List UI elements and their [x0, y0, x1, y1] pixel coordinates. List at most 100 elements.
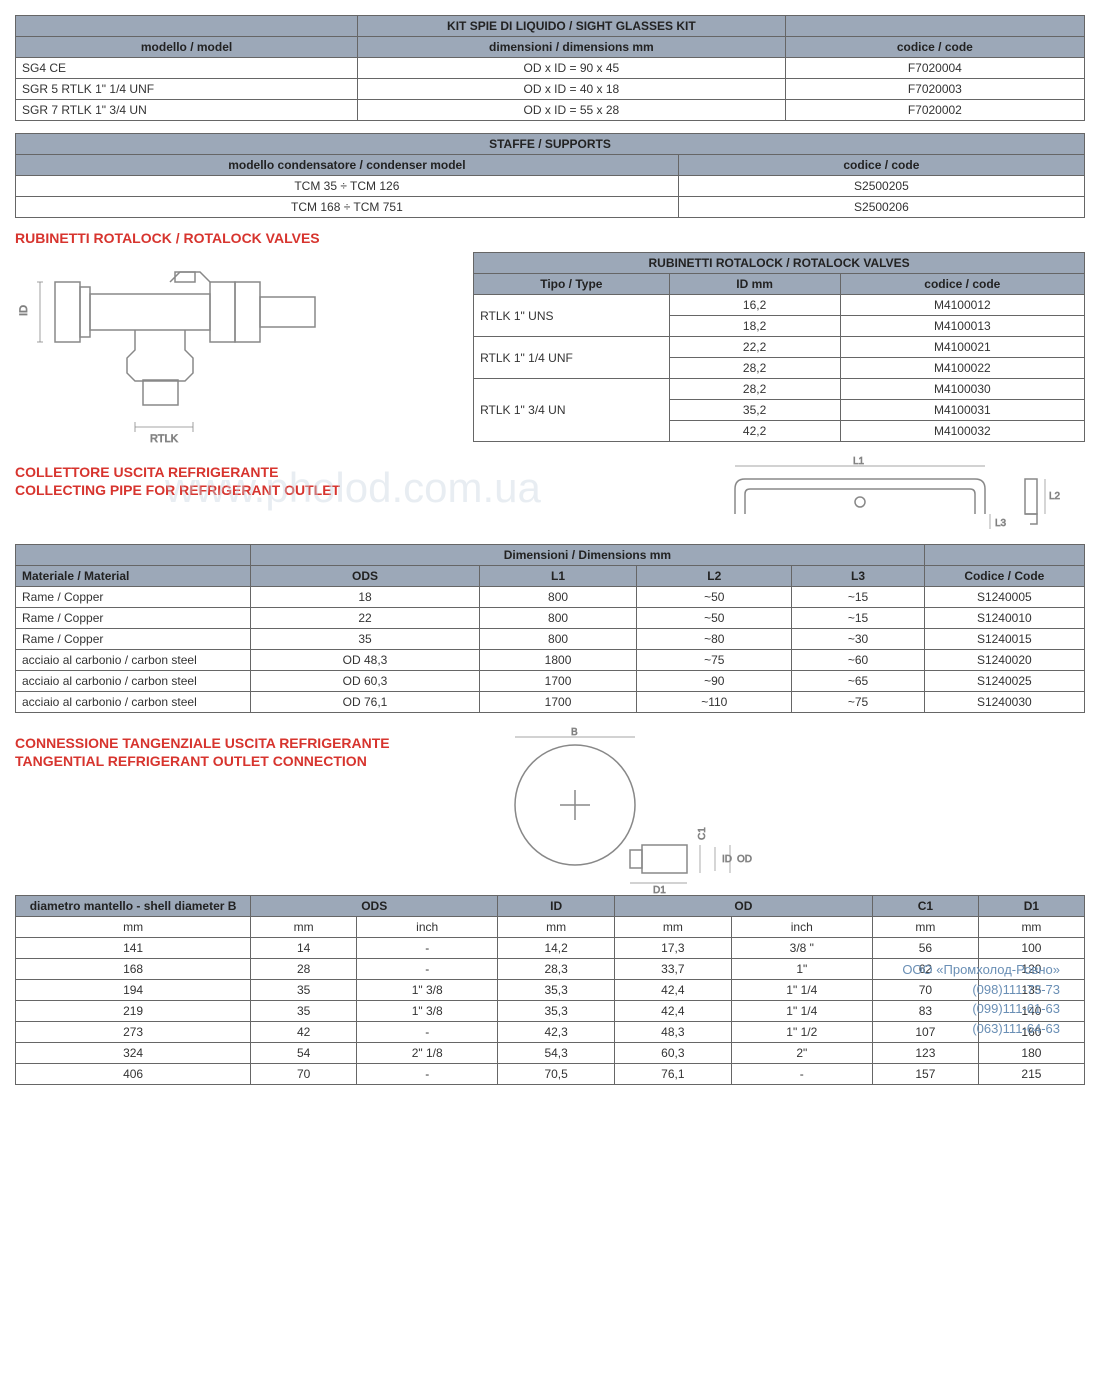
cell: 1700	[479, 692, 636, 713]
t5-h4: OD	[614, 896, 872, 917]
svg-text:D1: D1	[653, 885, 666, 895]
type-cell: RTLK 1" 3/4 UN	[474, 379, 669, 442]
cell: 35,2	[669, 400, 840, 421]
svg-text:C1: C1	[697, 827, 708, 840]
cell: 42	[251, 1022, 357, 1043]
cell: 14,2	[498, 938, 615, 959]
svg-text:RTLK: RTLK	[150, 433, 179, 445]
unit-cell: mm	[251, 917, 357, 938]
cell: ~50	[637, 608, 792, 629]
t5-h1: ODS	[251, 896, 498, 917]
cell: 800	[479, 587, 636, 608]
t3-h0: Tipo / Type	[474, 274, 669, 295]
cell: Rame / Copper	[16, 629, 251, 650]
cell: 18,2	[669, 316, 840, 337]
cell: 35	[251, 629, 480, 650]
t4-h4: L3	[792, 566, 924, 587]
cell: 35,3	[498, 980, 615, 1001]
cell: M4100012	[840, 295, 1084, 316]
tangential-diagram: B C1 ID OD D1	[465, 725, 765, 895]
cell: 168	[16, 959, 251, 980]
cell: 194	[16, 980, 251, 1001]
cell: 123	[872, 1043, 978, 1064]
cell: 35,3	[498, 1001, 615, 1022]
cell: S1240015	[924, 629, 1084, 650]
cell: F7020004	[785, 58, 1084, 79]
cell: 1" 1/4	[731, 1001, 872, 1022]
svg-text:B: B	[571, 727, 578, 738]
cell: 48,3	[614, 1022, 731, 1043]
cell: OD 48,3	[251, 650, 480, 671]
cell: S1240005	[924, 587, 1084, 608]
unit-cell: mm	[498, 917, 615, 938]
unit-cell: mm	[614, 917, 731, 938]
t4-title: Dimensioni / Dimensions mm	[251, 545, 924, 566]
cell: M4100030	[840, 379, 1084, 400]
cell: M4100013	[840, 316, 1084, 337]
cell: M4100032	[840, 421, 1084, 442]
cell: 76,1	[614, 1064, 731, 1085]
cell: 42,4	[614, 980, 731, 1001]
cell: ~80	[637, 629, 792, 650]
cell: 70	[251, 1064, 357, 1085]
cell: 35	[251, 1001, 357, 1022]
cell: 42,3	[498, 1022, 615, 1043]
cell: 17,3	[614, 938, 731, 959]
rotalock-title: RUBINETTI ROTALOCK / ROTALOCK VALVES	[15, 230, 1085, 246]
cell: 1"	[731, 959, 872, 980]
svg-text:ID: ID	[722, 854, 732, 865]
cell: 42,4	[614, 1001, 731, 1022]
cell: 1" 1/2	[731, 1022, 872, 1043]
contact-phone1: (098)111-73-73	[902, 980, 1060, 1000]
cell: M4100021	[840, 337, 1084, 358]
collector-table: Dimensioni / Dimensions mm Materiale / M…	[15, 544, 1085, 713]
unit-cell: mm	[978, 917, 1084, 938]
cell: ~15	[792, 587, 924, 608]
cell: 1" 3/8	[357, 980, 498, 1001]
unit-cell: inch	[731, 917, 872, 938]
svg-text:ID: ID	[18, 305, 30, 316]
cell: ~30	[792, 629, 924, 650]
t4-h1: ODS	[251, 566, 480, 587]
collector-title2: COLLECTING PIPE FOR REFRIGERANT OUTLET	[15, 482, 340, 498]
cell: 54,3	[498, 1043, 615, 1064]
svg-text:OD: OD	[737, 854, 752, 865]
cell: acciaio al carbonio / carbon steel	[16, 650, 251, 671]
cell: S2500206	[678, 197, 1084, 218]
cell: OD 76,1	[251, 692, 480, 713]
cell: S1240030	[924, 692, 1084, 713]
unit-cell: mm	[16, 917, 251, 938]
cell: S1240010	[924, 608, 1084, 629]
svg-text:L3: L3	[995, 518, 1007, 529]
cell: ~60	[792, 650, 924, 671]
cell: S1240025	[924, 671, 1084, 692]
tangential-title1: CONNESSIONE TANGENZIALE USCITA REFRIGERA…	[15, 735, 390, 751]
unit-cell: mm	[872, 917, 978, 938]
cell: SGR 5 RTLK 1" 1/4 UNF	[16, 79, 358, 100]
cell: 1700	[479, 671, 636, 692]
cell: 16,2	[669, 295, 840, 316]
sight-glasses-table: KIT SPIE DI LIQUIDO / SIGHT GLASSES KIT …	[15, 15, 1085, 121]
rotalock-table: RUBINETTI ROTALOCK / ROTALOCK VALVES Tip…	[473, 252, 1085, 442]
cell: 14	[251, 938, 357, 959]
cell: 800	[479, 629, 636, 650]
cell: 22,2	[669, 337, 840, 358]
supports-table: STAFFE / SUPPORTS modello condensatore /…	[15, 133, 1085, 218]
cell: 28,3	[498, 959, 615, 980]
t1-h1: dimensioni / dimensions mm	[358, 37, 786, 58]
cell: 406	[16, 1064, 251, 1085]
t3-h2: codice / code	[840, 274, 1084, 295]
type-cell: RTLK 1" UNS	[474, 295, 669, 337]
cell: 28,2	[669, 379, 840, 400]
cell: 56	[872, 938, 978, 959]
cell: 141	[16, 938, 251, 959]
cell: OD 60,3	[251, 671, 480, 692]
cell: 18	[251, 587, 480, 608]
t2-title: STAFFE / SUPPORTS	[16, 134, 1085, 155]
cell: 324	[16, 1043, 251, 1064]
contact-info: ООО «Промхолод-Ровно» (098)111-73-73 (09…	[902, 960, 1060, 1038]
cell: Rame / Copper	[16, 608, 251, 629]
cell: ~15	[792, 608, 924, 629]
cell: -	[731, 1064, 872, 1085]
cell: acciaio al carbonio / carbon steel	[16, 671, 251, 692]
